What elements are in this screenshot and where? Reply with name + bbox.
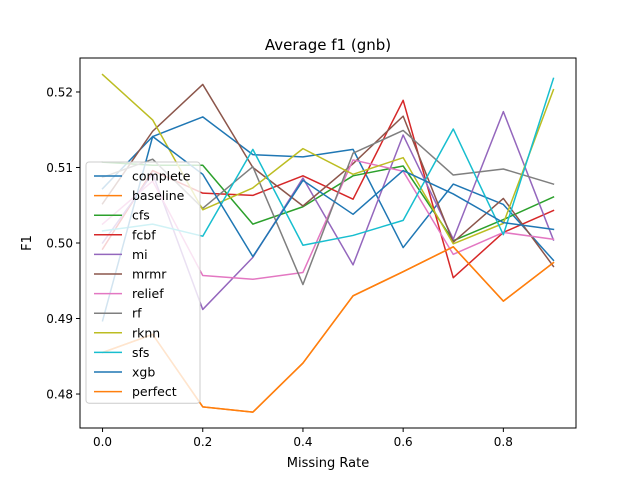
y-tick-label: 0.48	[46, 388, 73, 402]
y-tick-label: 0.50	[46, 237, 73, 251]
x-tick-label: 0.6	[394, 435, 413, 449]
chart-title: Average f1 (gnb)	[265, 36, 391, 54]
y-axis: 0.48 0.49 0.50 0.51 0.52	[46, 85, 80, 402]
legend: complete baseline cfs fcbf mi mrmr relief rf rkn…	[85, 161, 201, 404]
x-tick-label: 0.2	[193, 435, 212, 449]
x-axis-label: Missing Rate	[287, 456, 369, 471]
legend-label-relief: relief	[132, 286, 164, 301]
series-line-xgb	[101, 135, 555, 322]
x-tick-label: 0.4	[293, 435, 312, 449]
legend-label-rf: rf	[132, 306, 142, 321]
legend-label-baseline: baseline	[132, 188, 185, 203]
legend-label-rknn: rknn	[132, 325, 160, 340]
y-tick-label: 0.49	[46, 312, 73, 326]
legend-label-complete: complete	[132, 169, 191, 184]
y-tick-label: 0.52	[46, 85, 73, 99]
x-tick-label: 0.0	[93, 435, 112, 449]
legend-label-sfs: sfs	[132, 345, 149, 360]
legend-box	[85, 161, 201, 404]
series-line-mrmr	[101, 83, 555, 268]
legend-label-cfs: cfs	[132, 208, 150, 223]
series-line-complete	[101, 116, 555, 262]
legend-label-xgb: xgb	[132, 365, 155, 380]
legend-label-mrmr: mrmr	[132, 267, 167, 282]
legend-label-perfect: perfect	[132, 384, 177, 399]
legend-label-mi: mi	[132, 247, 148, 262]
y-tick-label: 0.51	[46, 161, 73, 175]
legend-label-fcbf: fcbf	[132, 227, 156, 242]
x-axis: 0.0 0.2 0.4 0.6 0.8	[93, 428, 513, 449]
y-axis-label: F1	[20, 235, 35, 251]
x-tick-label: 0.8	[494, 435, 513, 449]
